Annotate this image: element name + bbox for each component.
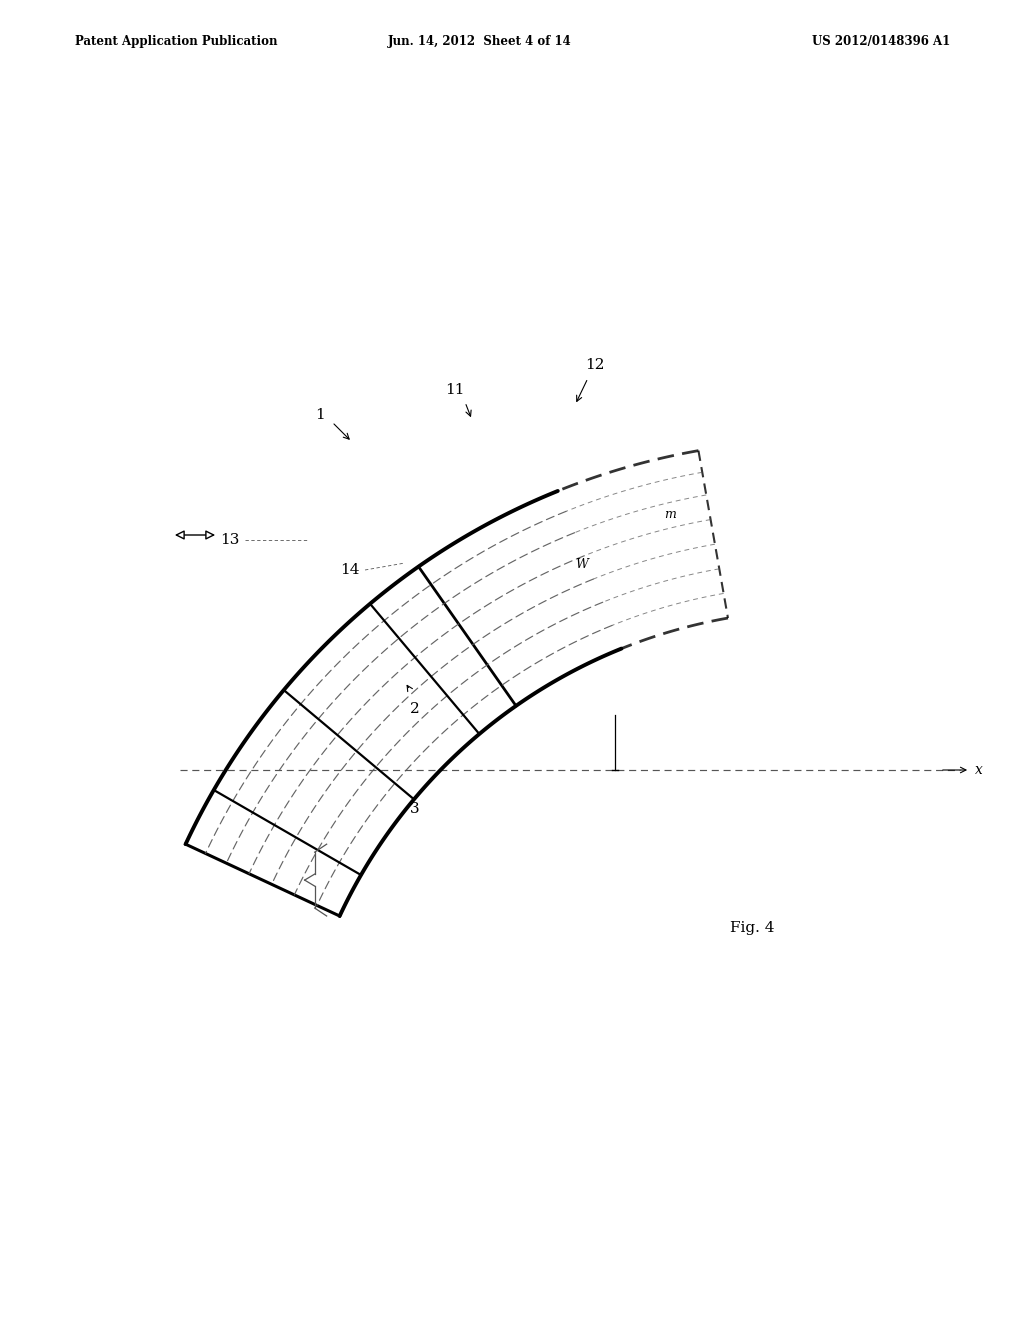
Text: 12: 12 [586,358,605,372]
Text: 1: 1 [315,408,325,422]
Text: 2: 2 [411,702,420,715]
Text: m: m [664,508,676,521]
Text: x: x [975,763,983,777]
Text: 3: 3 [411,803,420,816]
Text: Jun. 14, 2012  Sheet 4 of 14: Jun. 14, 2012 Sheet 4 of 14 [388,36,571,48]
Text: 14: 14 [341,564,360,577]
Text: 13: 13 [220,533,240,546]
Text: Fig. 4: Fig. 4 [730,921,774,935]
Text: 11: 11 [445,383,465,397]
Text: US 2012/0148396 A1: US 2012/0148396 A1 [812,36,950,48]
Text: W: W [575,558,589,572]
Text: Patent Application Publication: Patent Application Publication [75,36,278,48]
